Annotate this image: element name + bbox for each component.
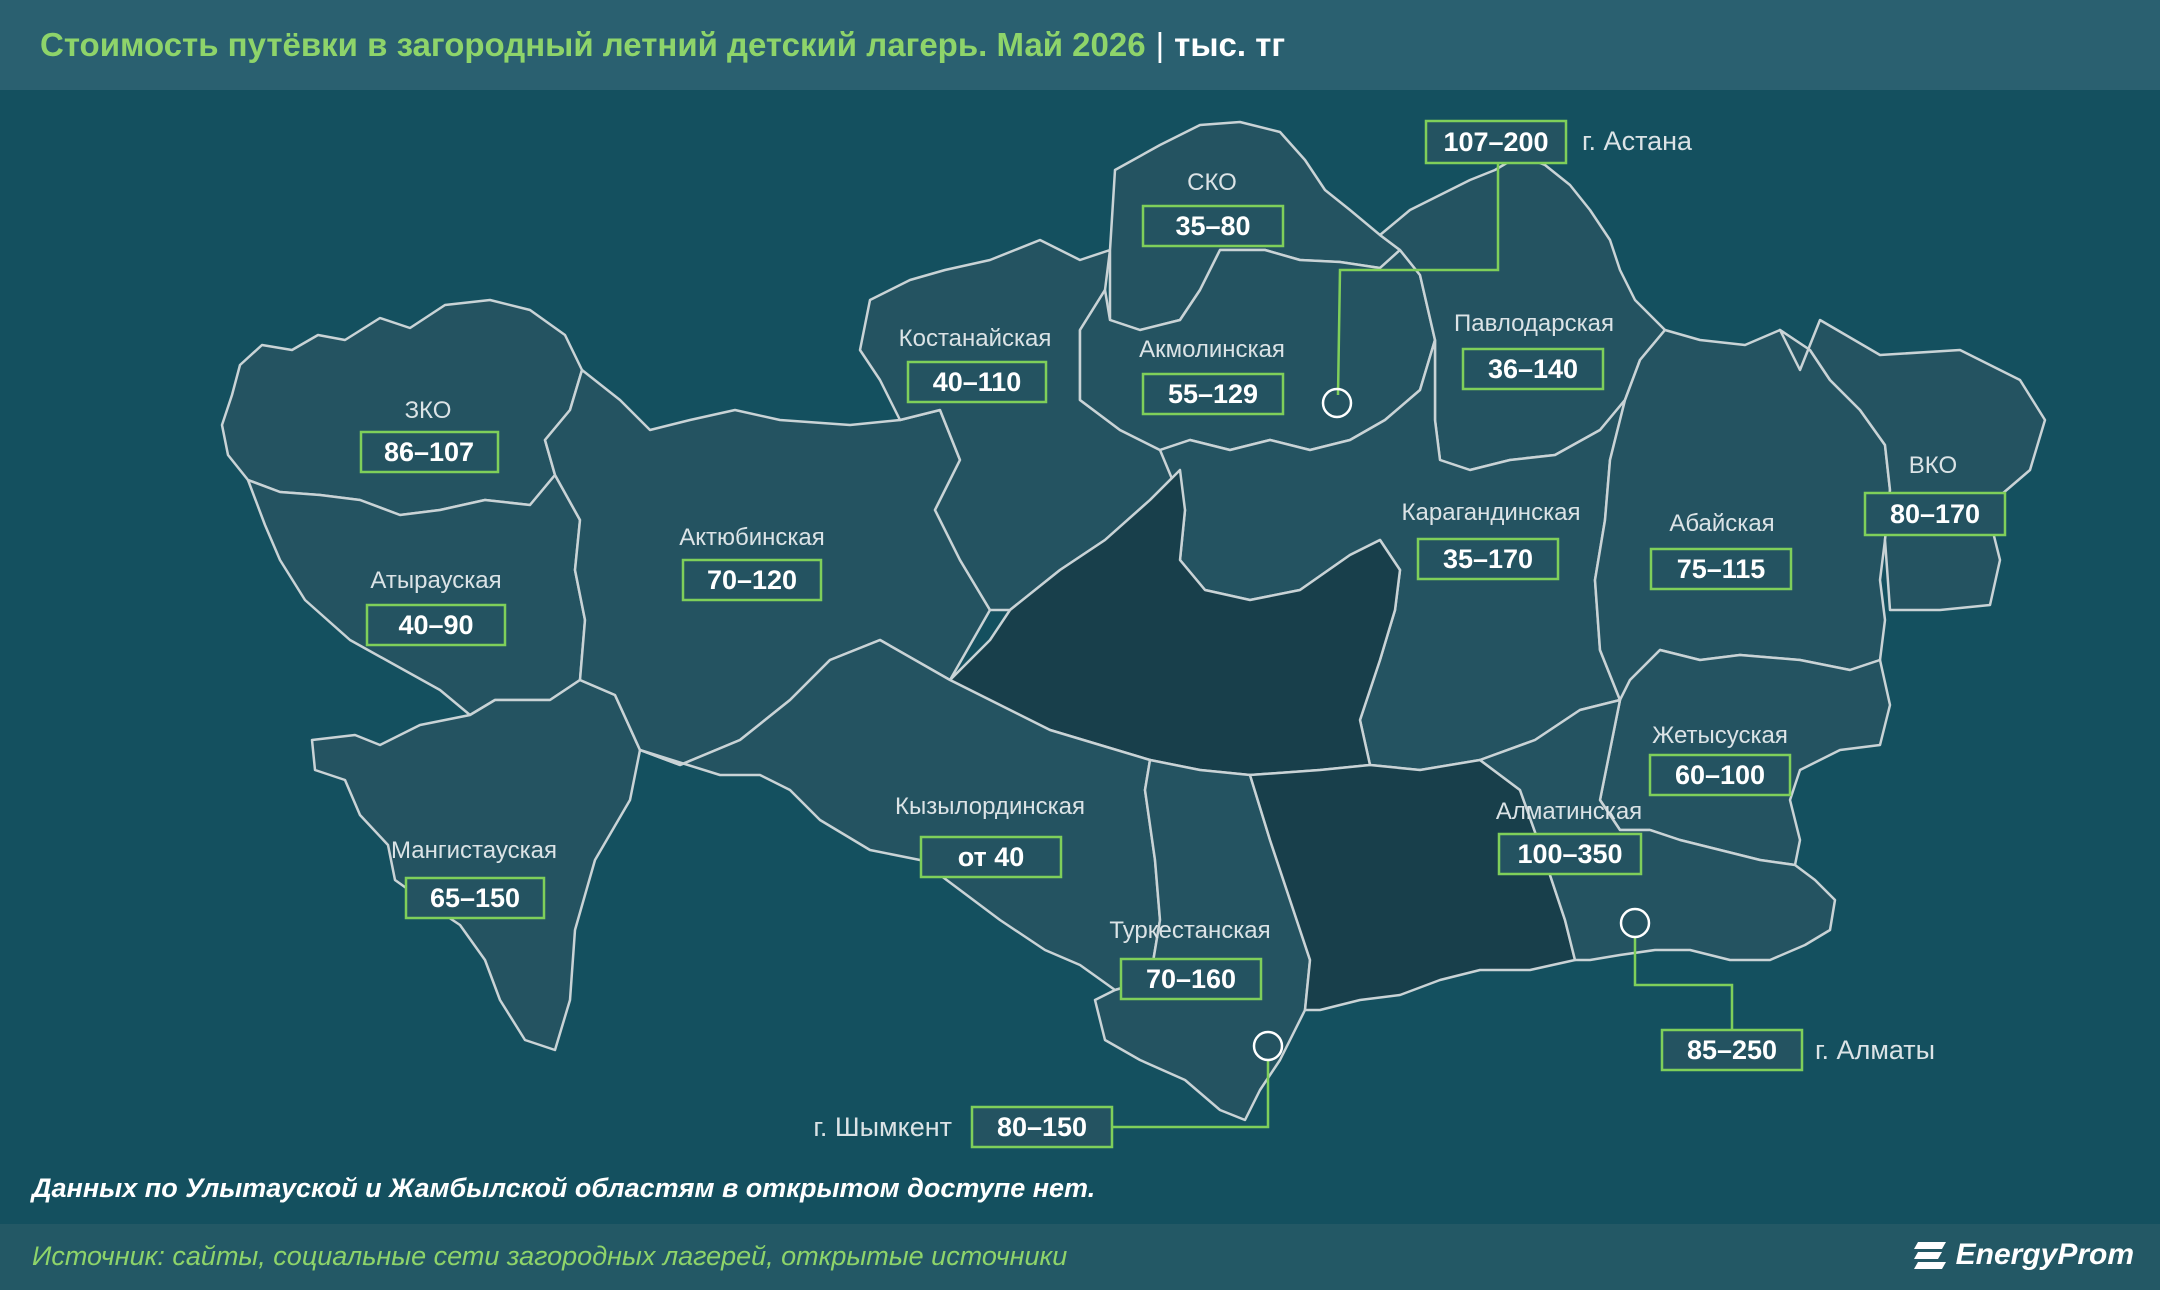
city-callouts: 107–200 г. Астана 85–250 г. Алматы 80–15… — [813, 119, 1935, 1149]
value-box — [1649, 547, 1793, 591]
region-name: Карагандинская — [1402, 499, 1581, 526]
shymkent-leader-line — [1112, 1060, 1270, 1129]
source-text: Источник: сайты, социальные сети загород… — [32, 1241, 1068, 1271]
brand-logo: EnergyProm — [1912, 1238, 2134, 1272]
value-box — [1119, 957, 1263, 1001]
region-value: 35–80 — [1175, 211, 1250, 241]
region-name: ЗКО — [405, 397, 452, 424]
region-name: Абайская — [1669, 510, 1774, 537]
title-separator: | — [1155, 26, 1165, 63]
region-name: Туркестанская — [1109, 917, 1270, 944]
almaty-city-marker[interactable] — [1619, 907, 1651, 939]
city-value: 107–200 — [1443, 127, 1548, 157]
no-data-note: Данных по Улытауской и Жамбылской област… — [32, 1173, 1096, 1203]
unit-label: тыс. тг — [1174, 26, 1286, 63]
region-zko-shape[interactable] — [220, 298, 584, 517]
region-name: СКО — [1187, 169, 1237, 196]
region-value: 86–107 — [384, 437, 474, 467]
value-box — [1461, 347, 1605, 391]
region-name: ВКО — [1909, 452, 1957, 479]
region-name: Акмолинская — [1139, 336, 1285, 363]
value-box — [1416, 537, 1560, 581]
city-name: г. Алматы — [1815, 1035, 1935, 1065]
header: Стоимость путёвки в загородный летний де… — [0, 0, 2160, 90]
region-value: 70–160 — [1146, 964, 1236, 994]
value-box — [906, 360, 1048, 404]
value-box — [404, 876, 546, 920]
footer: Источник: сайты, социальные сети загород… — [0, 1224, 2160, 1290]
region-value: 36–140 — [1488, 354, 1578, 384]
brand-name: EnergyProm — [1955, 1238, 2134, 1271]
region-value: от 40 — [958, 842, 1025, 872]
region-value: 35–170 — [1443, 544, 1533, 574]
region-value: 75–115 — [1677, 554, 1766, 584]
value-box — [1497, 832, 1643, 876]
astana-city-marker[interactable] — [1321, 387, 1353, 419]
region-value: 70–120 — [707, 565, 797, 595]
kazakhstan-map: ЗКО 86–107 Атырауская 40–90 Мангистауска… — [220, 119, 2047, 1149]
region-value: 60–100 — [1675, 760, 1765, 790]
energyprom-logo-icon — [1913, 1242, 1946, 1269]
region-name: Алматинская — [1496, 798, 1642, 825]
map-title: Стоимость путёвки в загородный летний де… — [40, 26, 1146, 63]
value-box — [359, 430, 500, 474]
region-value: 80–170 — [1890, 499, 1980, 529]
value-box — [365, 603, 507, 647]
city-name: г. Астана — [1582, 126, 1693, 156]
city-name: г. Шымкент — [813, 1112, 952, 1142]
region-name: Мангистауская — [391, 837, 557, 864]
value-box — [1141, 204, 1285, 248]
almaty-value-box — [1660, 1028, 1804, 1072]
region-abai-shape[interactable] — [1593, 328, 1892, 702]
value-box — [1863, 491, 2007, 537]
city-value: 80–150 — [997, 1112, 1087, 1142]
value-box — [1648, 753, 1792, 797]
region-value: 65–150 — [430, 883, 520, 913]
region-labels: ЗКО 86–107 Атырауская 40–90 Мангистауска… — [359, 169, 2007, 1001]
region-value: 100–350 — [1517, 839, 1622, 869]
region-almaty-shape[interactable] — [1478, 698, 1837, 962]
city-value: 85–250 — [1687, 1035, 1777, 1065]
title-bar: Стоимость путёвки в загородный летний де… — [40, 26, 1285, 64]
region-value: 40–90 — [398, 610, 473, 640]
region-name: Кызылординская — [895, 793, 1085, 820]
value-box — [1141, 372, 1285, 416]
region-value: 55–129 — [1168, 379, 1258, 409]
region-zhambyl-shape — [1248, 758, 1577, 1012]
value-box — [681, 558, 823, 602]
astana-value-box — [1424, 119, 1568, 165]
shymkent-value-box — [970, 1105, 1114, 1149]
value-box — [919, 835, 1063, 879]
region-name: Атырауская — [370, 567, 501, 594]
region-name: Костанайская — [899, 325, 1052, 352]
region-name: Жетысуская — [1652, 722, 1788, 749]
astana-leader-line — [1336, 162, 1500, 396]
almaty-leader-line — [1633, 936, 1734, 1030]
region-value: 40–110 — [933, 367, 1022, 397]
shymkent-city-marker[interactable] — [1252, 1030, 1284, 1062]
region-name: Павлодарская — [1454, 310, 1614, 337]
region-mangystau-shape[interactable] — [310, 678, 642, 1052]
region-name: Актюбинская — [679, 524, 825, 551]
